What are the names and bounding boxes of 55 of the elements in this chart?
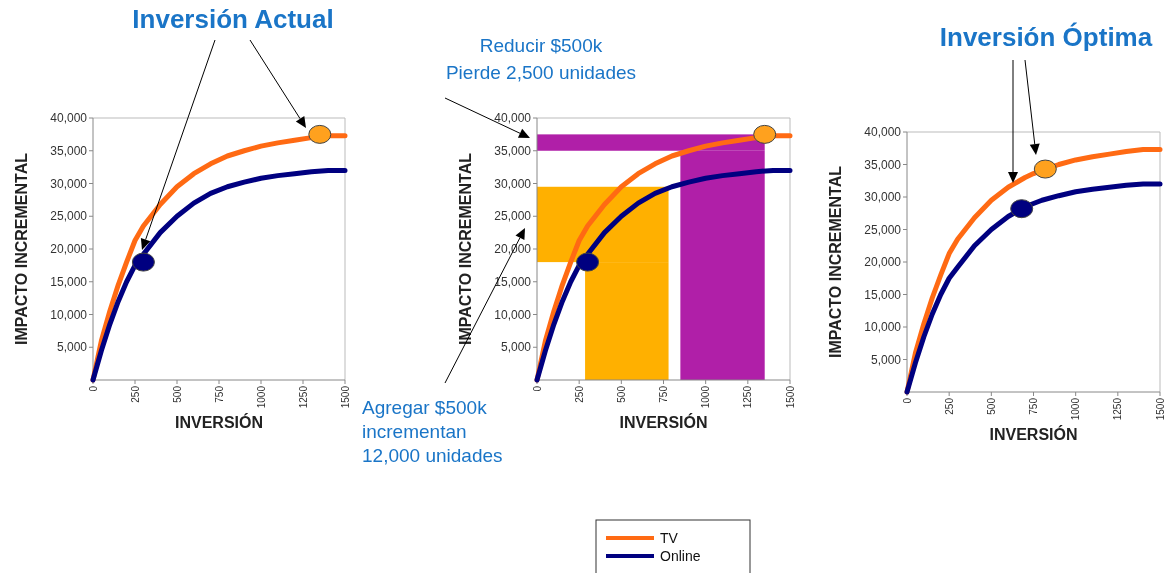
y-tick-label: 10,000: [494, 307, 532, 322]
y-tick-label: 40,000: [864, 125, 902, 140]
x-tick-label: 500: [615, 385, 627, 403]
x-tick-label: 1000: [700, 385, 712, 409]
x-tick-label: 750: [1028, 397, 1039, 415]
x-tick-label: 250: [129, 385, 141, 403]
y-tick-label: 25,000: [864, 222, 902, 237]
y-tick-label: 40,000: [50, 111, 88, 126]
x-tick-label: 250: [573, 385, 585, 403]
y-tick-label: 35,000: [864, 157, 902, 172]
y-tick-label: 10,000: [864, 320, 902, 335]
y-tick-label: 5,000: [56, 340, 88, 355]
y-tick-label: 35,000: [494, 143, 532, 158]
x-axis-title: INVERSIÓN: [989, 425, 1078, 443]
y-tick-label: 25,000: [50, 209, 88, 224]
y-tick-label: 15,000: [864, 287, 902, 302]
y-axis-title: IMPACTO INCREMENTAL: [13, 152, 30, 345]
x-tick-label: 0: [531, 385, 543, 392]
x-tick-label: 250: [943, 397, 955, 415]
x-tick-label: 1500: [784, 385, 796, 409]
x-tick-label: 0: [87, 385, 99, 392]
x-axis-title: INVERSIÓN: [174, 413, 264, 431]
y-tick-label: 5,000: [870, 352, 902, 367]
y-tick-label: 25,000: [494, 209, 532, 224]
x-axis-title: INVERSIÓN: [619, 413, 708, 431]
x-tick-label: 1000: [255, 385, 267, 409]
y-tick-label: 10,000: [50, 307, 88, 322]
x-tick-label: 1000: [1070, 397, 1082, 421]
chart-title: Inversión Actual: [132, 4, 334, 34]
y-tick-label: 35,000: [50, 143, 88, 158]
x-tick-label: 1250: [297, 385, 309, 409]
x-tick-label: 1500: [1154, 397, 1166, 421]
x-tick-label: 500: [171, 385, 183, 403]
chart-title: Inversión Óptima: [939, 22, 1153, 52]
x-tick-label: 1250: [742, 385, 754, 409]
y-tick-label: 40,000: [494, 111, 532, 126]
y-tick-label: 5,000: [500, 340, 532, 355]
text: Agregar $500k incrementan 12,000 unidades: [362, 397, 503, 466]
text: Reducir $500k Pierde 2,500 unidades: [445, 35, 637, 83]
y-axis-title: IMPACTO INCREMENTAL: [457, 152, 474, 345]
x-tick-label: 1250: [1112, 397, 1124, 421]
y-tick-label: 30,000: [494, 176, 532, 191]
x-tick-label: 750: [213, 385, 225, 403]
y-tick-label: 30,000: [50, 176, 88, 191]
y-tick-label: 30,000: [864, 190, 902, 205]
legend-label: TV: [660, 529, 679, 546]
y-tick-label: 15,000: [50, 274, 88, 289]
x-tick-label: 750: [658, 385, 669, 403]
x-tick-label: 0: [901, 397, 913, 404]
y-tick-label: 20,000: [864, 255, 902, 270]
x-tick-label: 1500: [339, 385, 351, 409]
y-tick-label: 20,000: [50, 242, 88, 257]
y-axis-title: IMPACTO INCREMENTAL: [827, 165, 844, 358]
legend-label: Online: [660, 547, 701, 564]
x-tick-label: 500: [985, 397, 997, 415]
